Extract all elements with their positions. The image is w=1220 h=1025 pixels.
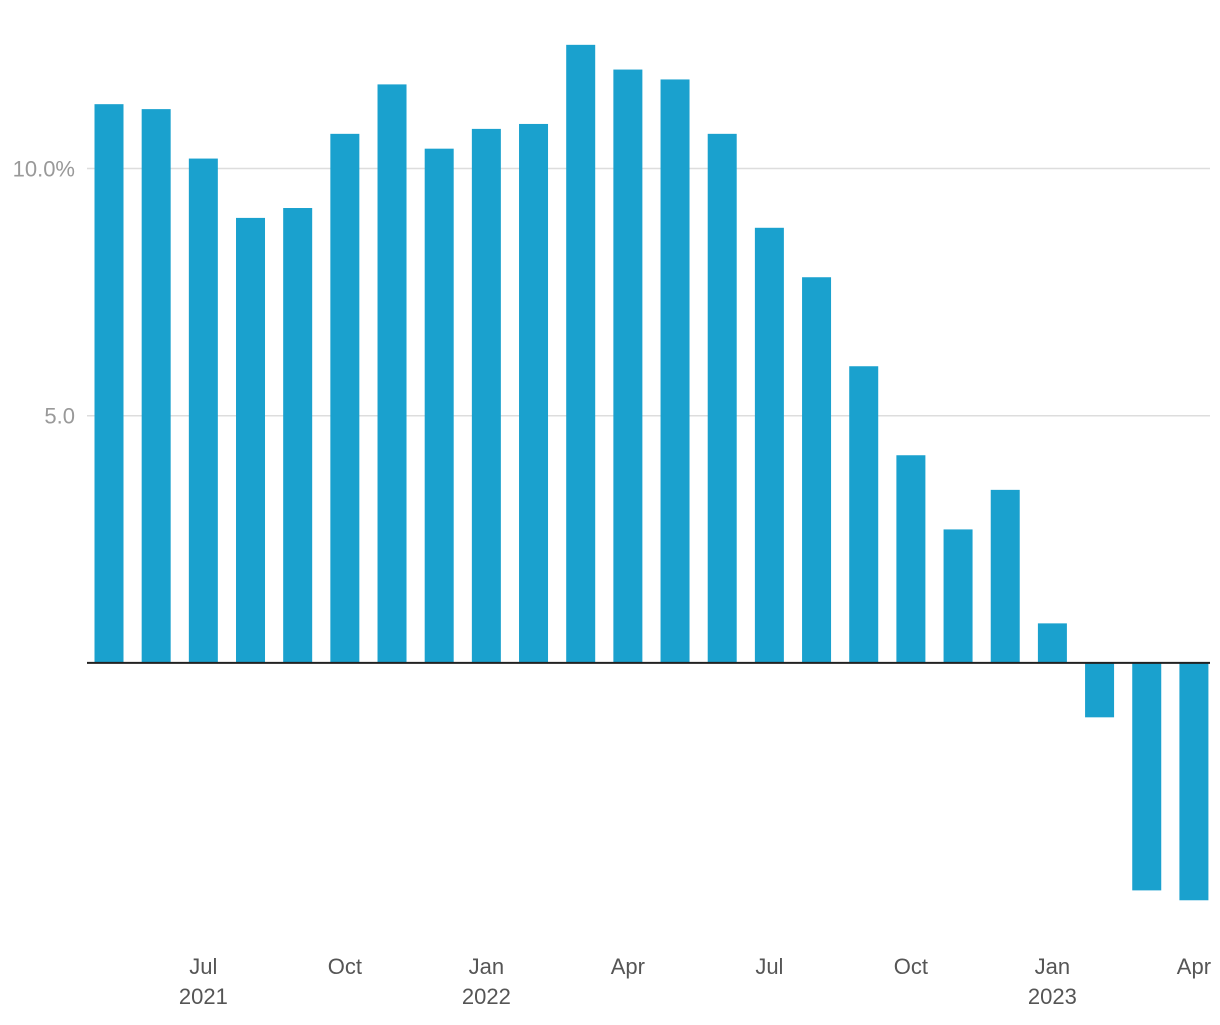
bar-2022-11: [943, 529, 973, 663]
bar-2023-01: [1037, 623, 1067, 663]
x-tick-month-4: Jul: [755, 954, 783, 979]
x-tick-month-2: Jan: [469, 954, 504, 979]
y-tick-label-1: 10.0%: [13, 156, 75, 181]
bar-2021-07: [188, 158, 218, 663]
bar-2022-03: [566, 44, 596, 663]
bar-2022-08: [802, 277, 832, 663]
x-tick-month-0: Jul: [189, 954, 217, 979]
bar-2022-10: [896, 455, 926, 663]
x-tick-month-3: Apr: [611, 954, 645, 979]
bar-2021-06: [141, 109, 171, 663]
y-tick-label-0: 5.0: [44, 404, 75, 429]
bar-2023-02: [1085, 662, 1115, 718]
x-axis: Jul 2021 Oct Jan 2022 Apr Jul Oct Jan 2023 Apr: [179, 954, 1211, 1009]
bar-2021-11: [377, 84, 407, 663]
x-tick-month-6: Jan: [1035, 954, 1070, 979]
x-tick-year-2: 2022: [462, 984, 511, 1009]
x-tick-month-1: Oct: [328, 954, 362, 979]
x-tick-month-7: Apr: [1177, 954, 1211, 979]
gridlines: [87, 167, 1210, 417]
bar-2021-10: [330, 133, 360, 663]
bar-2022-06: [707, 133, 737, 663]
bar-2021-08: [236, 217, 266, 663]
bar-2022-05: [660, 79, 690, 663]
bars: [94, 44, 1209, 901]
x-tick-year-6: 2023: [1028, 984, 1077, 1009]
bar-2022-09: [849, 366, 879, 663]
bar-2023-03: [1132, 662, 1162, 891]
bar-2022-12: [990, 489, 1020, 663]
bar-2022-01: [471, 128, 501, 663]
bar-2022-07: [754, 227, 784, 663]
bar-2021-05: [94, 104, 124, 663]
bar-2022-04: [613, 69, 643, 663]
bar-2022-02: [519, 123, 549, 663]
bar-2021-12: [424, 148, 454, 663]
bar-2023-04: [1179, 662, 1209, 901]
y-axis: 5.0 10.0%: [13, 156, 75, 428]
x-tick-month-5: Oct: [894, 954, 928, 979]
x-tick-year-0: 2021: [179, 984, 228, 1009]
bar-2021-09: [283, 208, 313, 663]
